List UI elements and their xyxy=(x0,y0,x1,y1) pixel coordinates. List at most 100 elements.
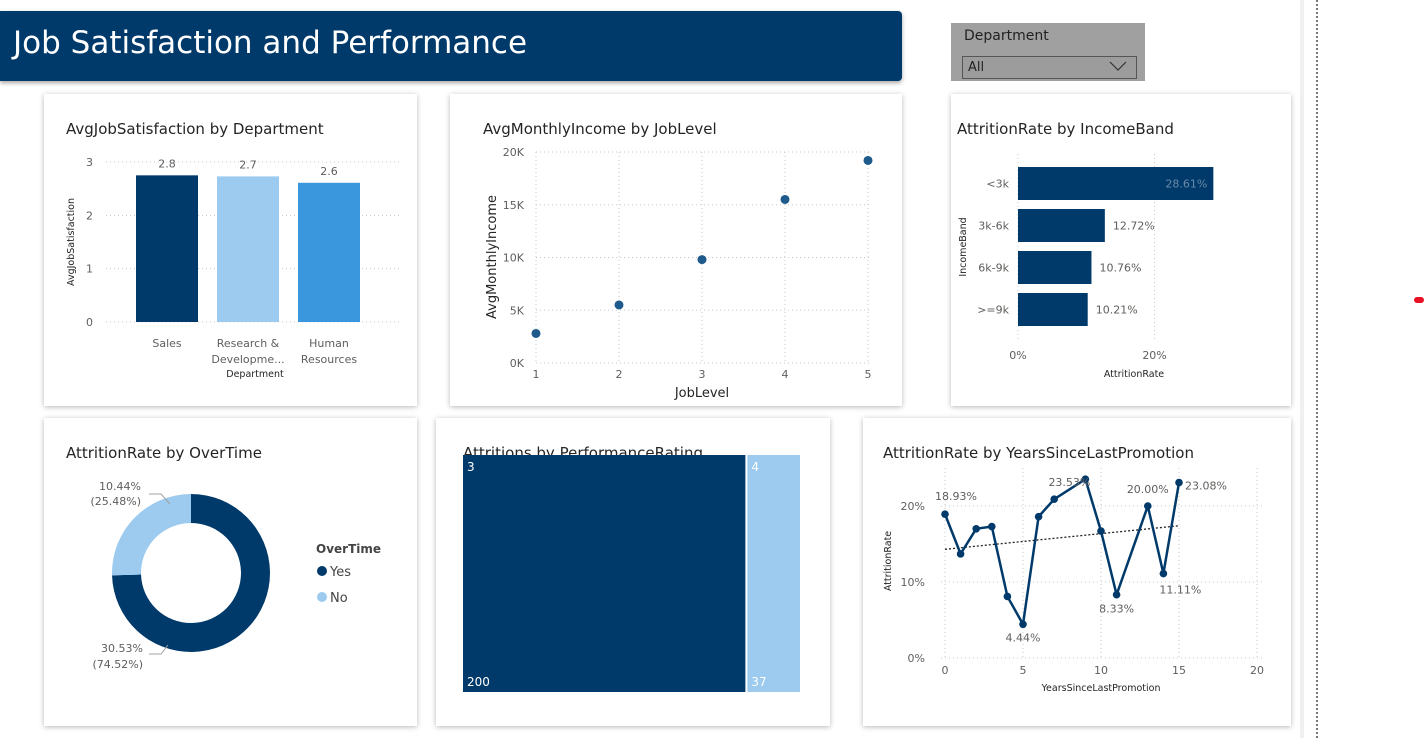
x-tick-label: Developme... xyxy=(211,353,284,366)
data-label: 4.44% xyxy=(1006,631,1041,644)
overtime-donut-chart: 10.44% (25.48%) 30.53% (74.52%) OverTime Yes N… xyxy=(90,480,381,671)
data-label: 23.53% xyxy=(1048,476,1090,489)
chart-card-monthly-income[interactable]: AvgMonthlyIncome by JobLevel 0K 5K 10K 15K 2… xyxy=(450,94,902,406)
y-tick-label: 3 xyxy=(86,156,93,169)
chart-card-promotion[interactable]: AttritionRate by YearsSinceLastPromotion… xyxy=(863,418,1291,726)
y-axis-title: AvgJobSatisfaction xyxy=(66,198,77,286)
data-point xyxy=(1019,620,1027,629)
y-tick-label: 10% xyxy=(901,576,925,589)
y-axis-title: IncomeBand xyxy=(958,217,969,276)
x-tick-label: 3 xyxy=(699,368,706,381)
legend-marker xyxy=(317,566,327,576)
chart-card-income-band[interactable]: AttritionRate by IncomeBand 0% 20% <3k 28.6… xyxy=(951,94,1291,406)
data-point xyxy=(1175,478,1183,487)
department-dropdown[interactable]: All xyxy=(962,56,1137,79)
data-label: 12.72% xyxy=(1113,220,1155,233)
data-point xyxy=(1097,527,1105,535)
data-point xyxy=(1144,502,1152,510)
y-axis-title: AvgMonthlyIncome xyxy=(485,195,500,319)
y-tick-label: 10K xyxy=(503,252,525,265)
dropdown-value: All xyxy=(968,60,985,75)
x-tick-label: Sales xyxy=(152,337,182,350)
legend-label: No xyxy=(330,591,348,606)
x-axis-title: YearsSinceLastPromotion xyxy=(1041,683,1161,694)
data-point xyxy=(1081,475,1090,483)
x-tick-label: 10 xyxy=(1094,664,1108,677)
y-tick-label: <3k xyxy=(986,178,1009,191)
data-point xyxy=(863,155,873,165)
legend-marker xyxy=(317,592,327,602)
x-tick-label: 5 xyxy=(865,368,872,381)
data-label: 20.00% xyxy=(1127,483,1169,496)
data-point xyxy=(1034,512,1043,521)
data-label: 23.08% xyxy=(1185,480,1227,493)
page-title: Job Satisfaction and Performance xyxy=(13,25,528,61)
promotion-line-chart: 0% 10% 20% 0 5 10 15 20 18.93% 4.44% 23.53% 8.33% 20… xyxy=(883,468,1265,694)
chevron-down-icon xyxy=(1109,61,1127,71)
performance-treemap: 3 200 4 37 xyxy=(463,455,800,692)
y-tick-label: 15K xyxy=(503,199,525,212)
data-label: 8.33% xyxy=(1099,603,1134,616)
chart-card-performance[interactable]: Attritions by PerformanceRating 3 200 4 37 xyxy=(436,418,830,726)
chart-card-overtime[interactable]: AttritionRate by OverTime 10.44% (25.48%)… xyxy=(44,418,417,726)
data-point xyxy=(780,194,790,204)
x-tick-label: 0 xyxy=(942,664,949,677)
data-point xyxy=(531,328,541,338)
bar xyxy=(1018,251,1092,284)
data-point xyxy=(1112,590,1121,599)
leader-line xyxy=(149,644,169,655)
data-point xyxy=(956,550,965,558)
x-tick-label: 15 xyxy=(1172,664,1186,677)
data-point xyxy=(988,522,996,531)
data-point xyxy=(1050,495,1058,503)
x-tick-label: 0% xyxy=(1009,349,1026,362)
data-point xyxy=(941,510,949,518)
data-label: 2.6 xyxy=(320,165,338,178)
series-line xyxy=(943,477,1181,626)
leader-line xyxy=(149,493,171,505)
chart-title: AttritionRate by YearsSinceLastPromotion xyxy=(883,444,1194,462)
data-label-percent: (74.52%) xyxy=(92,658,143,671)
chart-card-job-satisfaction[interactable]: AvgJobSatisfaction by Department 0 1 2 3 2.8… xyxy=(44,94,417,406)
x-tick-label: 20 xyxy=(1250,664,1264,677)
data-label: 30.53% xyxy=(101,642,143,655)
data-point xyxy=(972,525,980,533)
treemap-tile xyxy=(747,455,800,692)
chart-title: AvgJobSatisfaction by Department xyxy=(66,120,324,138)
income-band-chart: 0% 20% <3k 28.61% 3k-6k 12.72% 6k-9k 10.76% >=9k… xyxy=(958,154,1214,380)
x-tick-label: Human xyxy=(309,337,349,350)
chart-title: AttritionRate by OverTime xyxy=(66,444,262,462)
legend-title: OverTime xyxy=(316,542,381,556)
red-indicator xyxy=(1414,297,1424,303)
department-slicer: Department All xyxy=(951,23,1145,81)
tile-value: 200 xyxy=(467,675,490,689)
donut-slice xyxy=(112,494,271,652)
bar xyxy=(298,182,360,322)
bar xyxy=(1018,209,1105,242)
y-axis-title: AttritionRate xyxy=(883,531,894,591)
page-title-bar: Job Satisfaction and Performance xyxy=(0,11,902,81)
x-tick-label: 5 xyxy=(1020,664,1027,677)
x-axis-title: Department xyxy=(226,369,284,380)
x-axis-title: JobLevel xyxy=(674,386,729,401)
data-point xyxy=(697,255,707,265)
y-tick-label: 0K xyxy=(510,357,525,370)
y-tick-label: 3k-6k xyxy=(978,220,1009,233)
bar xyxy=(1018,167,1214,200)
tile-value: 37 xyxy=(751,675,766,689)
monthly-income-chart: 0K 5K 10K 15K 20K 1 2 3 4 5 JobLevel AvgMonthlyInco… xyxy=(485,146,873,401)
job-satisfaction-chart: 0 1 2 3 2.8 Sales 2.7 Research & Developme... 2.6… xyxy=(66,156,399,380)
x-tick-label: 1 xyxy=(533,368,540,381)
chart-title: AvgMonthlyIncome by JobLevel xyxy=(483,120,717,138)
y-tick-label: 2 xyxy=(86,209,93,222)
y-tick-label: 6k-9k xyxy=(978,262,1009,275)
y-tick-label: 0 xyxy=(86,316,93,329)
y-tick-label: 20% xyxy=(901,500,925,513)
data-point xyxy=(614,300,624,310)
data-label: 18.93% xyxy=(935,490,977,503)
y-tick-label: 5K xyxy=(510,304,525,317)
x-tick-label: Resources xyxy=(301,353,357,366)
canvas-edge xyxy=(1300,0,1304,738)
data-label-percent: (25.48%) xyxy=(90,495,141,508)
data-point xyxy=(1159,569,1168,578)
